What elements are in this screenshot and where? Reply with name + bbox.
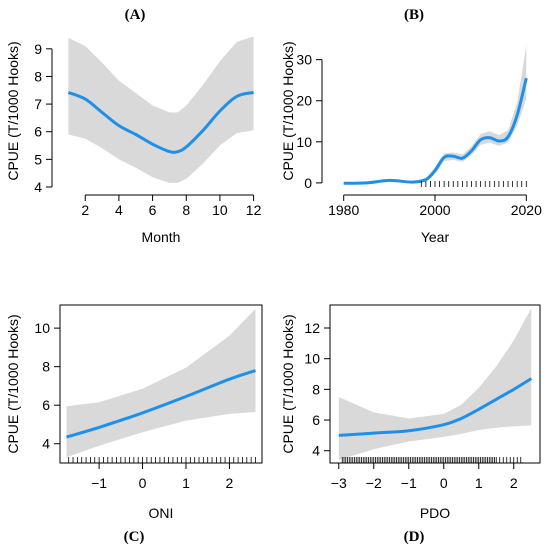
y-tick-label: 10 [296,134,312,150]
x-axis-title: Year [421,229,450,245]
x-tick-label: 0 [440,475,448,491]
y-tick-label: 6 [42,397,50,413]
fit-line [338,377,533,437]
fit-line [67,91,254,154]
panel-label: (C) [124,529,145,545]
x-tick-label: −2 [366,475,382,491]
x-tick-label: −1 [91,475,107,491]
y-tick-label: 6 [312,412,320,428]
y-axis-title: CPUE (T/1000 Hooks) [5,41,21,180]
x-tick-label: 4 [115,202,123,218]
rug-marks [420,181,527,187]
x-tick-label: 2000 [419,202,450,218]
confidence-band [66,308,256,458]
panel-b: 1980 2000 2020 0 10 20 30 Year CPUE (T/1000 Hook… [280,7,542,245]
y-tick-label: 4 [312,443,320,459]
y-tick-label: 8 [34,68,42,84]
y-axis-title: CPUE (T/1000 Hooks) [5,314,21,453]
y-tick-label: 7 [34,96,42,112]
panel-a: 2 4 6 8 10 12 4 5 6 7 8 9 Month CPUE (T/1000 Hooks) (A… [5,7,262,245]
x-tick-label: 1 [475,475,483,491]
confidence-band [68,36,254,183]
panel-label: (D) [404,529,425,545]
panel-label: (B) [404,7,424,23]
x-tick-label: −3 [331,475,347,491]
y-tick-label: 5 [34,151,42,167]
y-tick-label: 8 [42,359,50,375]
y-axis-title: CPUE (T/1000 Hooks) [280,314,296,453]
y-tick-label: 8 [312,381,320,397]
y-tick-label: 30 [296,52,312,68]
x-tick-label: 8 [182,202,190,218]
x-axis-title: Month [142,229,181,245]
x-tick-label: 2 [226,475,234,491]
y-tick-label: 20 [296,93,312,109]
x-tick-label: 2 [81,202,89,218]
y-tick-label: 0 [304,175,312,191]
x-tick-label: 1980 [328,202,359,218]
y-tick-label: 4 [42,436,50,452]
confidence-band [343,45,527,185]
rug-marks [68,457,256,463]
x-tick-label: 1 [182,475,190,491]
x-axis-title: ONI [149,505,174,521]
panel-c: −1 0 1 2 4 6 8 10 ONI CPUE (T/1000 Hooks) (C) [5,304,263,545]
y-tick-label: 9 [34,41,42,57]
x-axis-title: PDO [420,505,450,521]
x-tick-label: 0 [139,475,147,491]
y-tick-label: 12 [304,320,320,336]
fit-line [66,369,256,439]
x-tick-label: 6 [149,202,157,218]
y-axis-title: CPUE (T/1000 Hooks) [280,41,296,180]
y-tick-label: 10 [304,351,320,367]
y-tick-label: 10 [34,320,50,336]
x-tick-label: −1 [401,475,417,491]
y-tick-label: 6 [34,124,42,140]
fit-line [343,77,528,185]
panel-label: (A) [125,7,146,23]
confidence-band [338,308,532,460]
y-tick-label: 4 [34,179,42,195]
x-tick-label: 12 [246,202,262,218]
x-tick-label: 2 [510,475,518,491]
x-tick-label: 10 [212,202,228,218]
rug-marks [341,457,522,463]
x-tick-label: 2020 [511,202,542,218]
